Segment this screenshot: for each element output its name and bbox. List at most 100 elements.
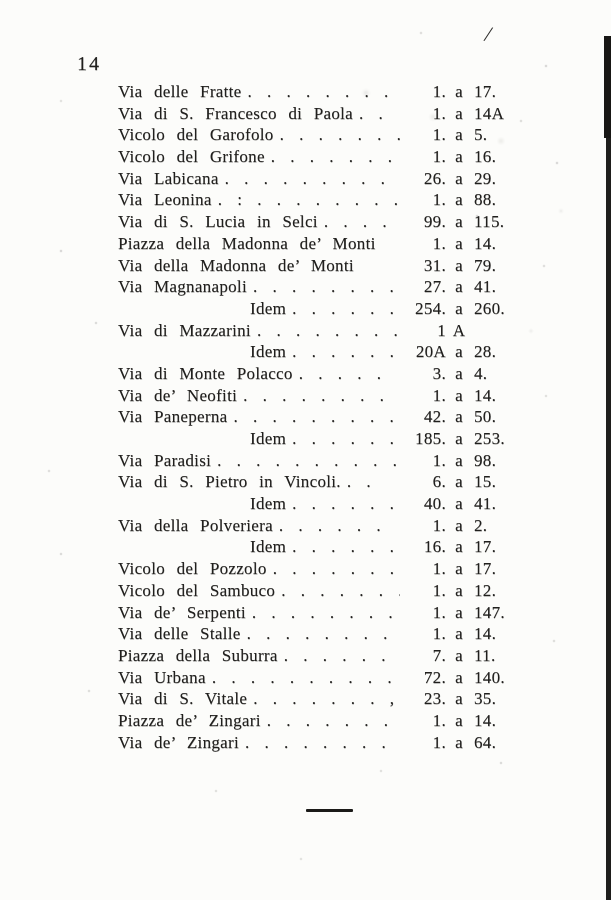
number-from: 6. [432,472,446,492]
street-name: Via Paradisi [118,450,212,470]
number-separator: a [455,515,463,535]
number-from: 20A [415,342,446,362]
street-name: Vicolo del Pozzolo [118,559,267,579]
table-row: Via di S. Vitale . . . . . . . , 23. a 35. [118,688,530,710]
table-row: Vicolo del Grifone . . . . . . . . 1. a 16. [118,146,530,168]
number-to: 35. [474,689,497,709]
street-name: Vicolo del Sambuco [118,580,276,600]
table-row: Via Urbana . . . . . . . . . . 72. a 140. [118,667,530,689]
table-row: Vicolo del Sambuco . . . . . . . 1. a 12. [118,580,530,602]
number-from: 7. [432,645,446,665]
number-from: 1. [432,125,446,145]
number-to: 17. [474,537,497,557]
number-separator: a [455,147,463,167]
number-separator: a [455,125,463,145]
number-to: 115. [474,212,505,232]
number-separator: a [455,710,463,730]
number-from: 1. [432,602,446,622]
dot-leader: . . . . . . [292,342,400,362]
table-row: Vicolo del Garofolo . . . . . . . . 1. a 5. [118,124,530,146]
number-from: 1. [432,450,446,470]
number-from: 99. [423,212,446,232]
number-from: 1. [432,580,446,600]
number-to: 28. [474,342,497,362]
section-divider-rule [306,809,353,812]
table-row: Via della Madonna de’ Monti 31. a 79. [118,255,530,277]
dot-leader: . . . . . . . . [247,82,394,101]
dot-leader: . . . . . [298,363,387,383]
number-to: 15. [474,472,497,492]
street-name: Via di S. Pietro in Vincoli. [118,472,341,492]
dot-leader: . : . . . . . . . . [217,190,400,210]
number-separator: a [455,190,463,210]
number-to: 140. [474,667,505,687]
dot-leader: . . . . . . [292,429,400,448]
street-name: Piazza de’ Zingari [118,710,261,730]
number-from: 1 [437,320,446,340]
dot-leader: . . . . . . . . [256,320,400,340]
number-separator: a [455,407,463,427]
table-row: Piazza de’ Zingari . . . . . . . . 1. a 14. [118,710,530,732]
dot-leader: . . . . . . [292,298,400,318]
street-name: Piazza della Suburra [118,645,278,665]
dot-leader: . . . . . . [292,537,400,557]
dot-leader: . . . . . . [292,494,400,514]
dot-leader: . . . . . . . . . . [211,667,398,687]
number-from: 42. [423,407,446,427]
dot-leader: . . . . . . . . [252,277,400,297]
dot-leader: . . . . . . . . [251,602,399,622]
number-from: 1. [432,732,446,752]
table-row: Via de’ Serpenti . . . . . . . . 1. a 147. [118,602,530,624]
table-row: Via Paradisi . . . . . . . . . . 1. a 98. [118,450,530,472]
number-separator: a [455,667,463,687]
number-separator: a [455,277,463,297]
number-to: 260. [474,298,505,318]
table-row: Via de’ Zingari . . . . . . . . . 1. a 64. [118,732,530,754]
dot-leader: . . . . . . . . . [243,385,400,405]
street-name: Via Paneperna [118,407,228,427]
number-to: 11. [474,645,496,665]
dot-leader: . . . . . . . . [279,125,400,145]
number-to: 17. [474,559,497,579]
number-from: 1. [432,624,446,644]
table-row: Via Leonina . : . . . . . . . . 1. a 88. [118,189,530,211]
street-index-list: Via delle Fratte . . . . . . . . 1. a 17. Vi… [118,81,530,753]
number-to: 79. [474,255,497,275]
table-row: Via della Polveriera . . . . . . 1. a 2. [118,515,530,537]
table-row: Vicolo del Pozzolo . . . . . . . 1. a 17. [118,558,530,580]
street-name: Via Leonina [118,190,212,210]
number-from: 254. [415,298,446,318]
table-row: Via di S. Lucia in Selci . . . . 99. a 115. [118,211,530,233]
table-row: Via delle Fratte . . . . . . . . 1. a 17. [118,81,530,103]
page-number: 14 [77,53,101,75]
street-name: Via de’ Neofiti [118,385,238,405]
number-separator: a [455,580,463,600]
number-to: 14. [474,624,497,644]
street-name: Via Urbana [118,667,206,687]
number-to: 14A [474,103,505,123]
number-separator: a [455,732,463,752]
table-row: Via de’ Neofiti . . . . . . . . . 1. a 14. [118,385,530,407]
number-separator: a [455,82,463,101]
street-name: Via di S. Lucia in Selci [118,212,318,232]
street-name: Vicolo del Grifone [118,147,265,167]
number-to: 14. [474,385,497,405]
dot-leader: . . [359,103,389,123]
street-name: Idem [250,494,287,514]
number-to: 147. [474,602,505,622]
number-to: 2. [474,515,488,535]
number-separator: a [455,342,463,362]
dot-leader: . . . . . . . . . . [246,624,400,644]
number-from: 31. [423,255,446,275]
number-from: 16. [423,537,446,557]
table-row: Idem . . . . . . 40. a 41. [118,493,530,515]
street-name: Via della Madonna de’ Monti [118,255,354,275]
number-separator: a [455,233,463,253]
number-to: 17. [474,82,497,101]
number-to: 29. [474,168,497,188]
number-to: 41. [474,277,497,297]
street-name: Via de’ Serpenti [118,602,246,622]
street-name: Idem [250,342,287,362]
table-row: Via delle Stalle . . . . . . . . . . 1. a1… [118,623,530,645]
